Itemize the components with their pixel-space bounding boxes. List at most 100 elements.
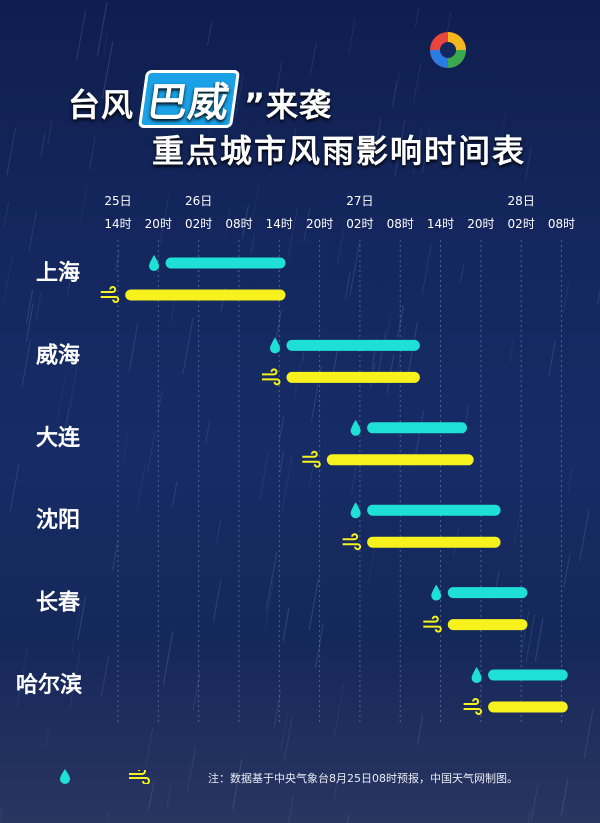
rain-streak (525, 614, 536, 663)
rain-streak (35, 292, 42, 323)
rain-streak (232, 759, 243, 810)
wind-icon (463, 698, 483, 715)
time-tick-label: 08时 (387, 217, 414, 231)
rain-streak (136, 465, 146, 510)
rain-streak (16, 647, 29, 708)
rain-streak (44, 725, 50, 749)
rain-streak (421, 243, 432, 296)
date-label: 26日 (185, 194, 212, 208)
rain-streak (530, 784, 539, 822)
title-prefix: 台风 (68, 86, 135, 124)
raindrop-icon (350, 419, 361, 436)
rain-streak (394, 120, 406, 177)
rain-streak (524, 146, 532, 181)
rain-streak (395, 326, 407, 380)
rain-streak (563, 552, 571, 588)
raindrop-icon (270, 337, 280, 354)
subtitle: 重点城市风雨影响时间表 (152, 132, 527, 170)
rain-streak (250, 233, 255, 254)
rain-streak (171, 481, 178, 508)
rain-streak (224, 206, 232, 237)
rain-streak (111, 541, 119, 571)
city-label: 上海 (36, 260, 80, 286)
time-tick-label: 02时 (185, 217, 212, 231)
rain-streak (421, 129, 431, 173)
rain-streak (278, 416, 285, 440)
rain-streak (145, 727, 154, 767)
rain-streak (333, 776, 339, 800)
rain-streak (336, 229, 345, 264)
rain-streak (79, 184, 88, 223)
rain-streak (265, 551, 278, 611)
rain-streak (207, 22, 213, 46)
rain-streak (303, 206, 311, 243)
rain-streak (281, 455, 293, 512)
weather-logo-icon (430, 32, 466, 68)
rain-streak (527, 810, 531, 823)
rain-streak (212, 579, 222, 622)
time-tick-label: 14时 (266, 217, 293, 231)
rain-streak (270, 62, 283, 122)
rain-streak (128, 323, 139, 372)
rain-streak (26, 289, 34, 324)
rain-streak (187, 746, 196, 792)
city-label: 长春 (36, 591, 80, 616)
rain-streak (414, 6, 420, 28)
rain-streak (192, 672, 201, 711)
rain-streak (76, 10, 87, 61)
wind-icon (423, 615, 442, 633)
rain-streak (66, 365, 78, 424)
time-tick-label: 20时 (306, 217, 333, 231)
rain-streak (69, 652, 81, 709)
rain-streak (500, 112, 507, 140)
rain-streak (333, 683, 345, 738)
wind-icon (302, 450, 321, 468)
rain-streak (459, 263, 465, 285)
rain-streak (333, 346, 339, 372)
rain-streak (216, 518, 222, 543)
rain-streak (103, 30, 109, 55)
rain-streak (560, 780, 569, 816)
rain-streak (25, 303, 34, 343)
rain-streak (205, 419, 211, 444)
rain-streak (548, 340, 556, 377)
rain-streak (346, 814, 350, 823)
rain-streak (349, 243, 360, 296)
rain-streak (397, 304, 405, 338)
rain-streak (288, 795, 294, 823)
rain-streak (288, 128, 297, 169)
raindrop-icon (471, 667, 482, 683)
city-label: 沈阳 (36, 508, 80, 533)
rain-streak (597, 288, 600, 306)
rain-streak (372, 117, 382, 166)
wind-icon (262, 368, 281, 386)
city-label: 哈尔滨 (16, 672, 82, 698)
rain-streak (235, 74, 244, 116)
rain-streak (513, 505, 522, 548)
rain-streak (21, 339, 31, 387)
footnote: 注：数据基于中央气象台8月25日08时预报，中国天气网制图。 (208, 772, 518, 785)
rain-streak (367, 543, 376, 584)
legend-wind-icon (129, 770, 150, 784)
wind-icon (100, 286, 120, 303)
rain-streak (520, 611, 530, 653)
time-tick-label: 02时 (508, 217, 535, 231)
rain-streak (77, 595, 87, 640)
date-label: 27日 (346, 194, 373, 208)
rain-streak (348, 19, 356, 53)
rain-streak (282, 607, 290, 642)
raindrop-icon (149, 255, 160, 271)
date-label: 25日 (104, 194, 131, 208)
rain-streak (259, 452, 269, 500)
city-label: 威海 (36, 342, 80, 368)
rain-streak (147, 429, 156, 473)
rain-streak (583, 708, 594, 759)
title-suffix: ”来袭 (244, 86, 333, 124)
rain-streak (416, 715, 424, 745)
rain-streak (148, 780, 155, 811)
date-label: 28日 (508, 194, 535, 208)
rain-streak (157, 390, 163, 415)
time-tick-label: 20时 (467, 217, 494, 231)
rain-streak (279, 452, 285, 473)
